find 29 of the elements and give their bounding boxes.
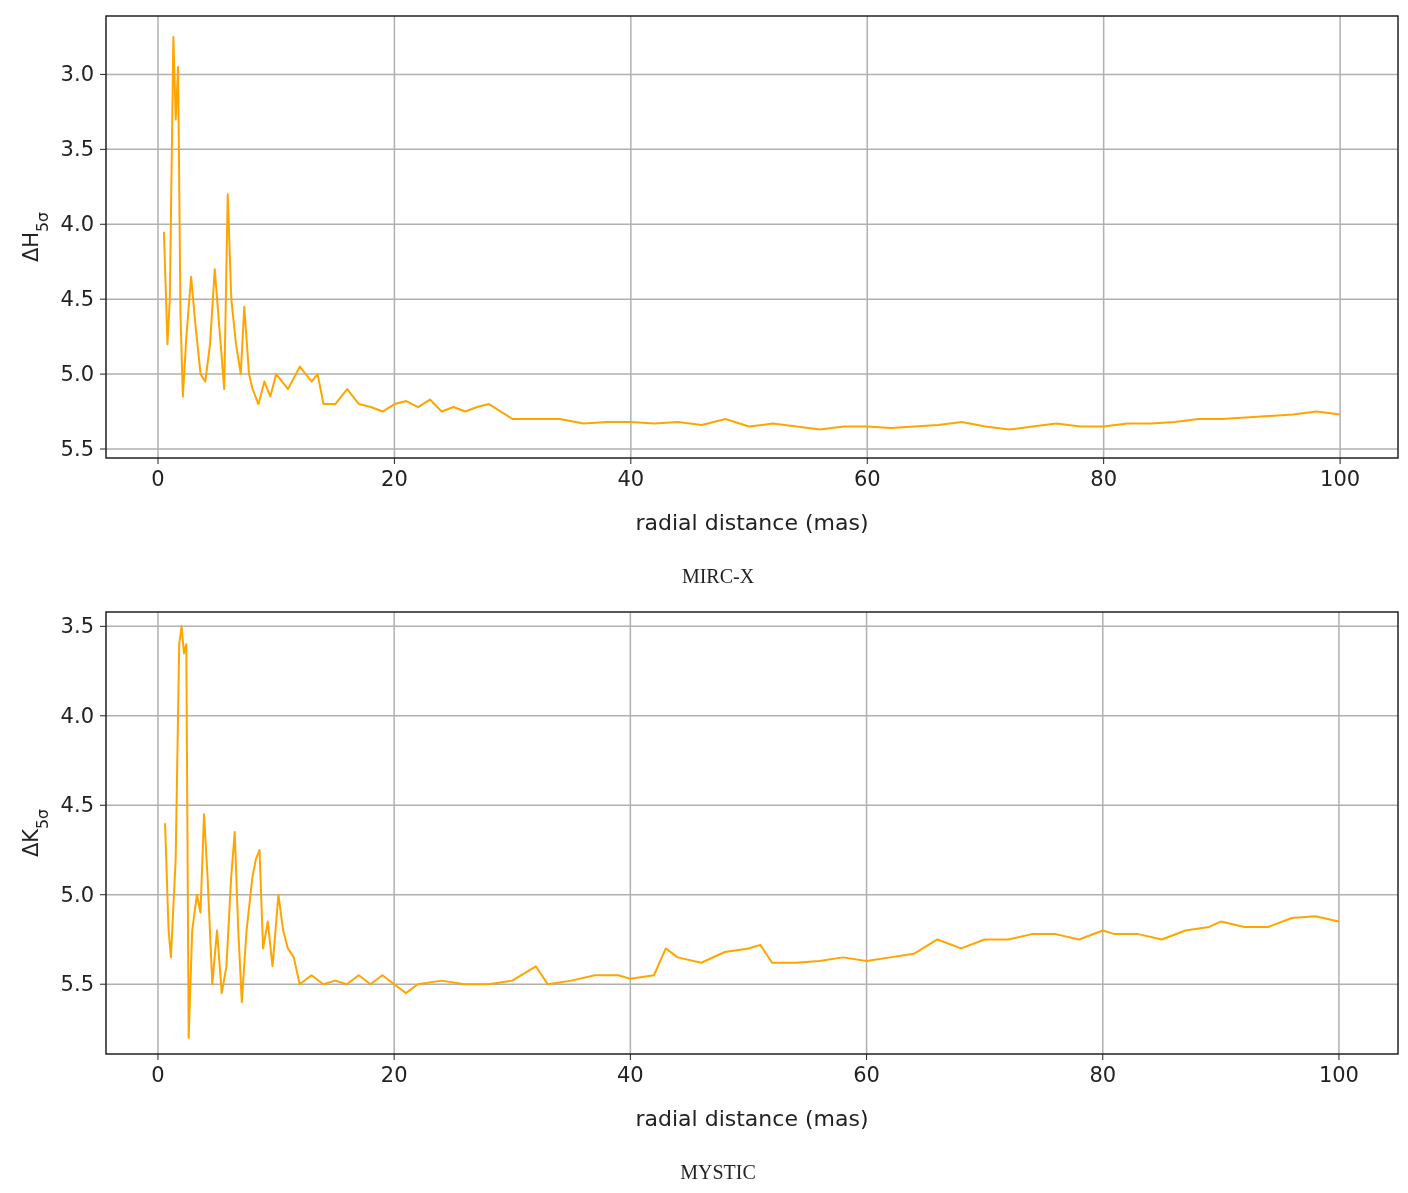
y-tick-label: 3.5 bbox=[60, 614, 94, 639]
x-tick-label: 20 bbox=[380, 1063, 408, 1087]
line-series bbox=[162, 35, 1342, 431]
x-tick-label: 20 bbox=[381, 467, 408, 491]
y-tick-label: 5.5 bbox=[60, 437, 94, 462]
x-tick-label: 60 bbox=[853, 1063, 880, 1087]
x-tick-label: 0 bbox=[151, 467, 165, 491]
x-tick-label: 0 bbox=[151, 1063, 165, 1087]
y-tick-label: 3.0 bbox=[60, 62, 94, 87]
text: MYSTIC bbox=[680, 1161, 756, 1183]
x-axis-title: radial distance (mas) bbox=[635, 1106, 869, 1131]
y-tick-label: 4.0 bbox=[60, 212, 94, 237]
x-tick-label: 40 bbox=[616, 1063, 644, 1087]
x-axis-title: radial distance (mas) bbox=[635, 510, 869, 535]
x-tick-label: 80 bbox=[1089, 1063, 1117, 1087]
y-tick-label: 3.5 bbox=[60, 137, 94, 162]
x-tick-label: 40 bbox=[617, 467, 645, 491]
text: MIRC-X bbox=[681, 565, 755, 587]
y-tick-label: 5.0 bbox=[60, 882, 94, 907]
x-tick-label: 100 bbox=[1318, 1063, 1359, 1087]
x-tick-label: 100 bbox=[1320, 467, 1361, 491]
y-tick-label: 4.5 bbox=[60, 287, 94, 312]
line-series bbox=[164, 625, 1340, 1039]
x-tick-label: 60 bbox=[853, 467, 881, 491]
y-tick-label: 4.0 bbox=[60, 703, 94, 728]
y-tick-label: 5.0 bbox=[60, 362, 94, 387]
y-tick-label: 4.5 bbox=[60, 793, 94, 818]
x-tick-label: 80 bbox=[1090, 467, 1118, 491]
y-tick-label: 5.5 bbox=[60, 972, 94, 997]
